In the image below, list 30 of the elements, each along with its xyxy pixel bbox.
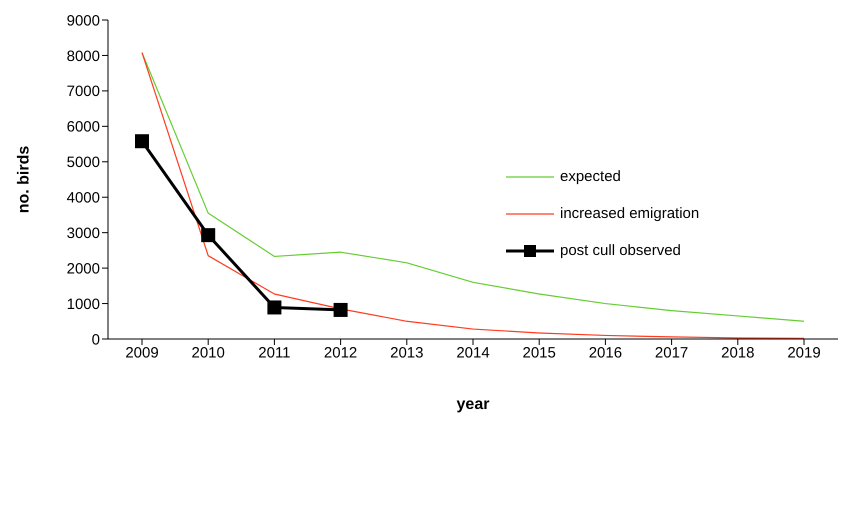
- x-tick-label: 2017: [654, 344, 688, 362]
- x-tick-label: 2019: [787, 344, 821, 362]
- y-tick-label: 0: [92, 331, 100, 348]
- y-axis-title: no. birds: [16, 146, 33, 214]
- legend-label: expected: [560, 168, 621, 185]
- point: [267, 300, 282, 314]
- legend-label: post cull observed: [560, 242, 681, 259]
- point: [334, 302, 348, 317]
- y-tick-label: 9000: [66, 12, 100, 30]
- x-tick-label: 2018: [721, 344, 754, 362]
- x-tick-label: 2015: [522, 344, 556, 362]
- x-tick-label: 2010: [192, 344, 225, 362]
- x-axis-title: year: [456, 396, 490, 413]
- x-tick-label: 2016: [588, 344, 622, 362]
- y-tick-label: 8000: [66, 48, 100, 65]
- y-tick-label: 7000: [66, 83, 100, 100]
- point: [201, 228, 216, 242]
- y-tick-label: 4000: [66, 190, 100, 207]
- y-tick-label: 5000: [66, 154, 100, 172]
- y-tick-label: 6000: [66, 118, 100, 136]
- x-tick-label: 2013: [390, 344, 424, 362]
- y-tick-label: 2000: [66, 260, 100, 278]
- y-tick-label: 3000: [66, 224, 100, 242]
- x-tick-label: 2009: [125, 344, 159, 362]
- y-tick-label: 1000: [66, 296, 100, 313]
- point: [135, 134, 149, 148]
- legend-label: increased emigration: [560, 205, 700, 222]
- x-tick-label: 2012: [324, 344, 358, 362]
- x-tick-label: 2014: [456, 344, 490, 362]
- x-tick-label: 2011: [258, 344, 291, 362]
